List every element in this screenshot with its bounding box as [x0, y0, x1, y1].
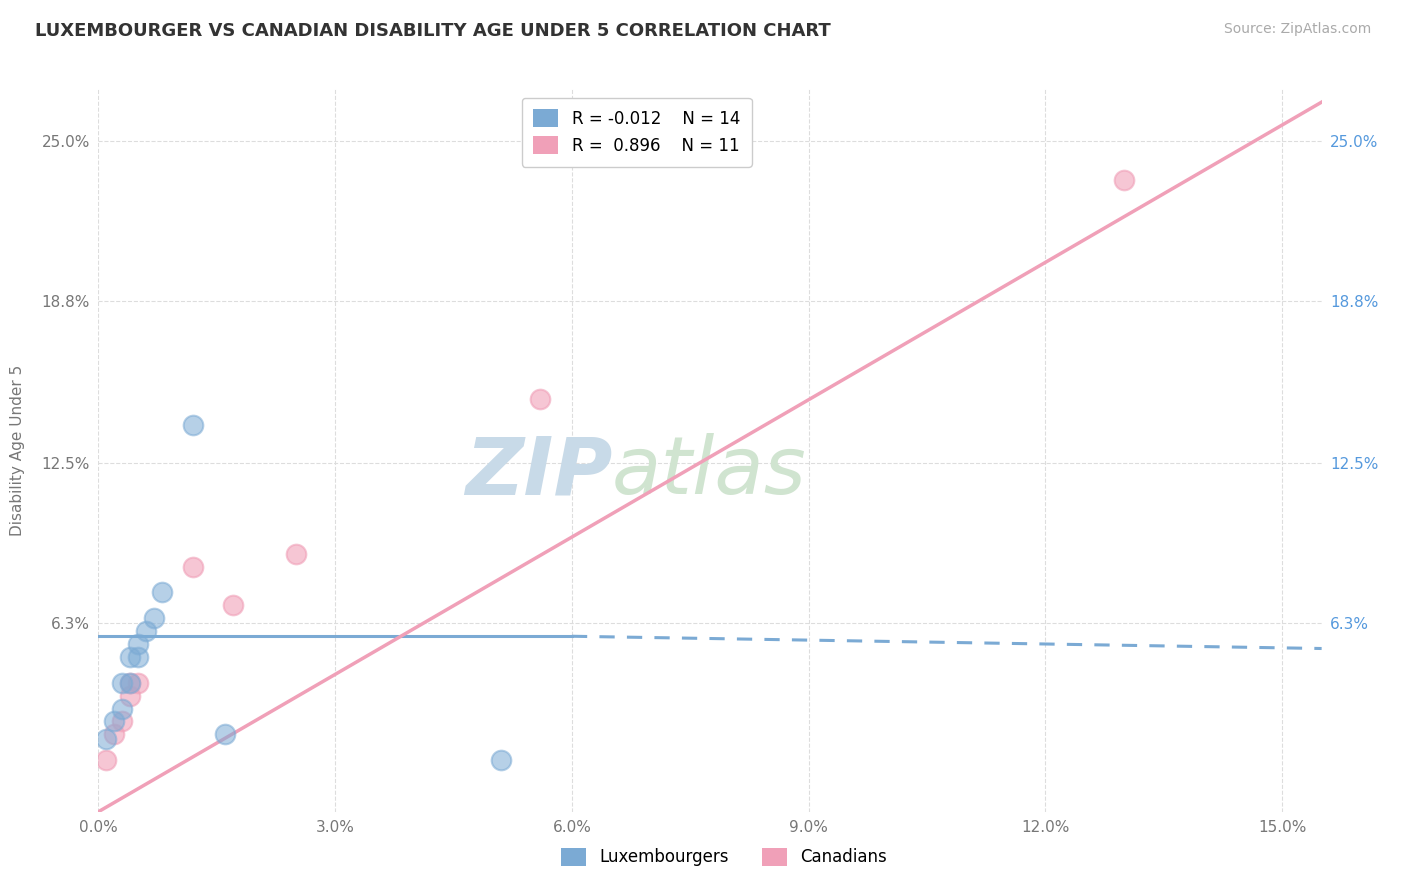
Point	[127, 637, 149, 651]
Point	[103, 727, 125, 741]
Point	[127, 675, 149, 690]
Legend: R = -0.012    N = 14, R =  0.896    N = 11: R = -0.012 N = 14, R = 0.896 N = 11	[522, 97, 752, 167]
Text: LUXEMBOURGER VS CANADIAN DISABILITY AGE UNDER 5 CORRELATION CHART: LUXEMBOURGER VS CANADIAN DISABILITY AGE …	[35, 22, 831, 40]
Point	[181, 417, 204, 432]
Point	[181, 559, 204, 574]
Point	[214, 727, 236, 741]
Point	[103, 714, 125, 729]
Point	[221, 599, 243, 613]
Point	[135, 624, 157, 639]
Legend: Luxembourgers, Canadians: Luxembourgers, Canadians	[554, 841, 894, 873]
Point	[142, 611, 165, 625]
Text: ZIP: ZIP	[465, 434, 612, 511]
Text: Source: ZipAtlas.com: Source: ZipAtlas.com	[1223, 22, 1371, 37]
Y-axis label: Disability Age Under 5: Disability Age Under 5	[10, 365, 25, 536]
Point	[118, 675, 141, 690]
Point	[96, 753, 118, 767]
Text: atlas: atlas	[612, 434, 807, 511]
Point	[96, 732, 118, 747]
Point	[529, 392, 551, 406]
Point	[111, 714, 134, 729]
Point	[111, 701, 134, 715]
Point	[1114, 172, 1136, 186]
Point	[489, 753, 512, 767]
Point	[284, 547, 307, 561]
Point	[118, 649, 141, 664]
Point	[118, 675, 141, 690]
Point	[118, 689, 141, 703]
Point	[150, 585, 173, 599]
Point	[111, 675, 134, 690]
Point	[127, 649, 149, 664]
